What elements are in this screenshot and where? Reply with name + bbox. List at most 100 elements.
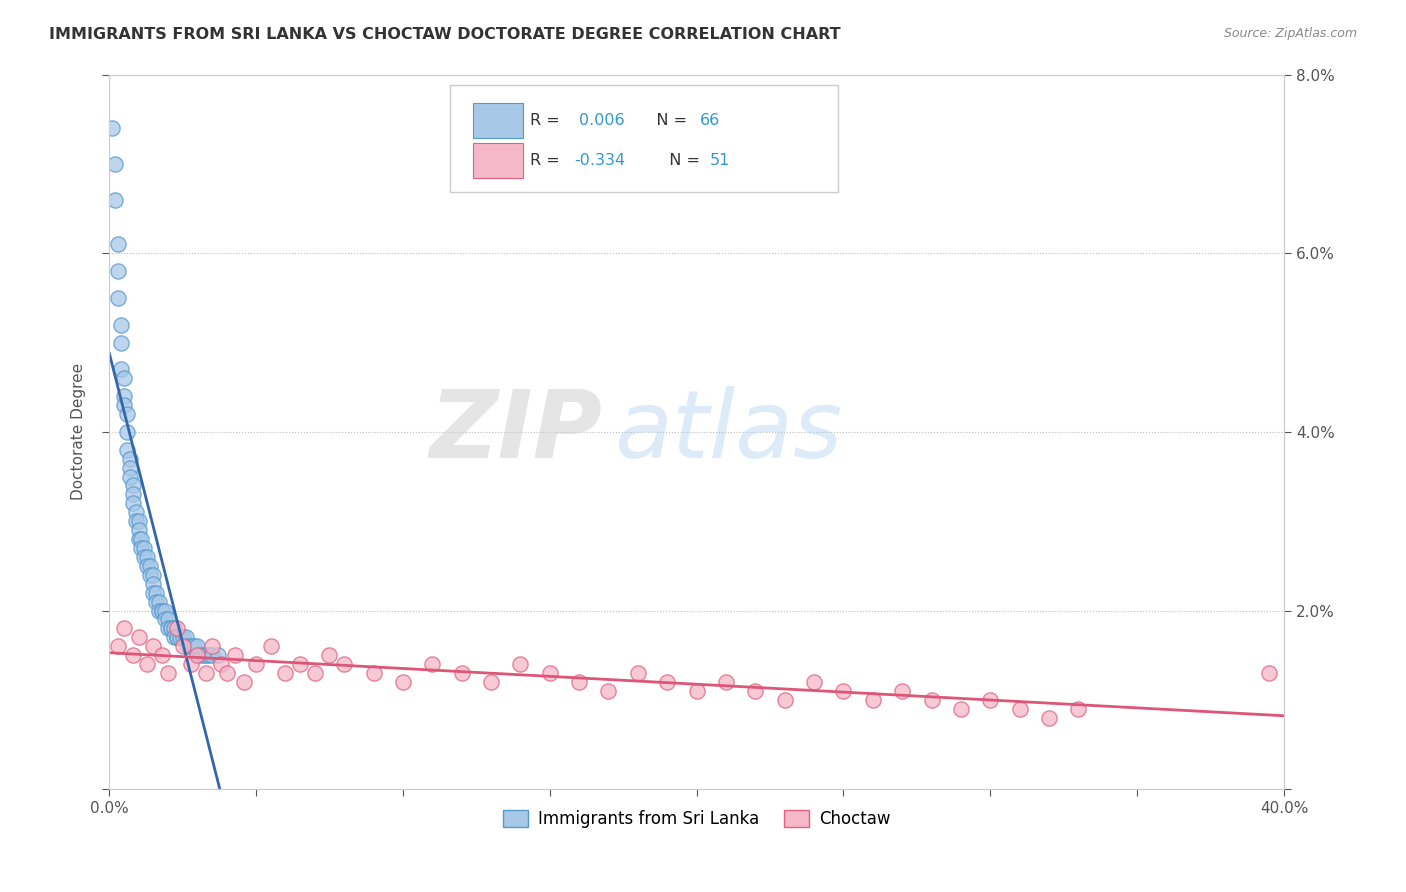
Point [128,523,150,537]
Point [1038,711,1060,725]
Point [107,291,129,305]
Point [163,621,186,635]
Point [209,657,232,672]
Text: N =: N = [659,153,706,169]
Point [128,631,150,645]
Point [124,514,146,528]
Point [186,648,208,663]
Point [150,648,173,663]
Point [104,193,127,207]
Point [832,684,855,698]
Point [148,603,170,617]
Point [172,640,194,654]
Point [201,640,224,654]
Point [215,666,238,681]
Point [112,398,135,412]
Text: R =: R = [530,113,569,128]
Text: 0.006: 0.006 [579,113,624,128]
Point [110,335,132,350]
Point [136,657,159,672]
Point [233,675,256,690]
Point [166,631,188,645]
Y-axis label: Doctorate Degree: Doctorate Degree [72,363,86,500]
Point [921,693,943,707]
FancyBboxPatch shape [450,86,838,193]
Point [180,657,202,672]
Point [107,640,129,654]
Point [773,693,796,707]
Point [115,442,138,457]
Point [112,389,135,403]
Point [420,657,443,672]
Point [538,666,561,681]
Point [333,657,356,672]
Point [136,558,159,573]
Point [172,631,194,645]
Point [153,612,176,626]
Point [110,318,132,332]
Text: N =: N = [641,113,693,128]
Point [124,505,146,519]
Point [131,541,153,555]
Point [150,603,173,617]
Point [128,532,150,546]
Point [156,621,179,635]
Point [118,460,141,475]
Point [107,264,129,278]
Text: -0.334: -0.334 [575,153,626,169]
Text: 51: 51 [710,153,730,169]
Text: Source: ZipAtlas.com: Source: ZipAtlas.com [1223,27,1357,40]
Point [174,631,197,645]
Point [274,666,297,681]
Point [627,666,650,681]
Point [160,621,183,635]
Point [198,648,221,663]
Point [195,648,218,663]
Point [891,684,914,698]
Point [142,567,165,582]
Point [145,594,167,608]
Point [110,362,132,376]
Point [153,603,176,617]
Point [183,640,205,654]
Point [145,585,167,599]
Point [128,514,150,528]
Point [598,684,620,698]
Point [657,675,679,690]
Point [207,648,229,663]
Legend: Immigrants from Sri Lanka, Choctaw: Immigrants from Sri Lanka, Choctaw [496,803,897,835]
Point [479,675,502,690]
Point [186,640,208,654]
Point [136,549,159,564]
Point [118,451,141,466]
Point [1008,702,1031,716]
Point [180,640,202,654]
Point [195,666,218,681]
Point [862,693,884,707]
Point [949,702,972,716]
Text: R =: R = [530,153,565,169]
Point [139,558,162,573]
Point [150,603,173,617]
Point [245,657,267,672]
Point [142,576,165,591]
Point [104,157,127,171]
Point [1067,702,1090,716]
Point [224,648,246,663]
FancyBboxPatch shape [474,143,523,178]
Point [115,407,138,421]
Point [134,549,156,564]
Text: ZIP: ZIP [430,386,603,478]
Point [568,675,591,690]
Point [260,640,283,654]
Point [142,640,165,654]
Point [744,684,766,698]
Point [318,648,340,663]
Point [121,496,143,510]
Point [139,567,162,582]
Point [803,675,825,690]
FancyBboxPatch shape [474,103,523,138]
Point [169,631,191,645]
Point [166,631,188,645]
Point [288,657,311,672]
